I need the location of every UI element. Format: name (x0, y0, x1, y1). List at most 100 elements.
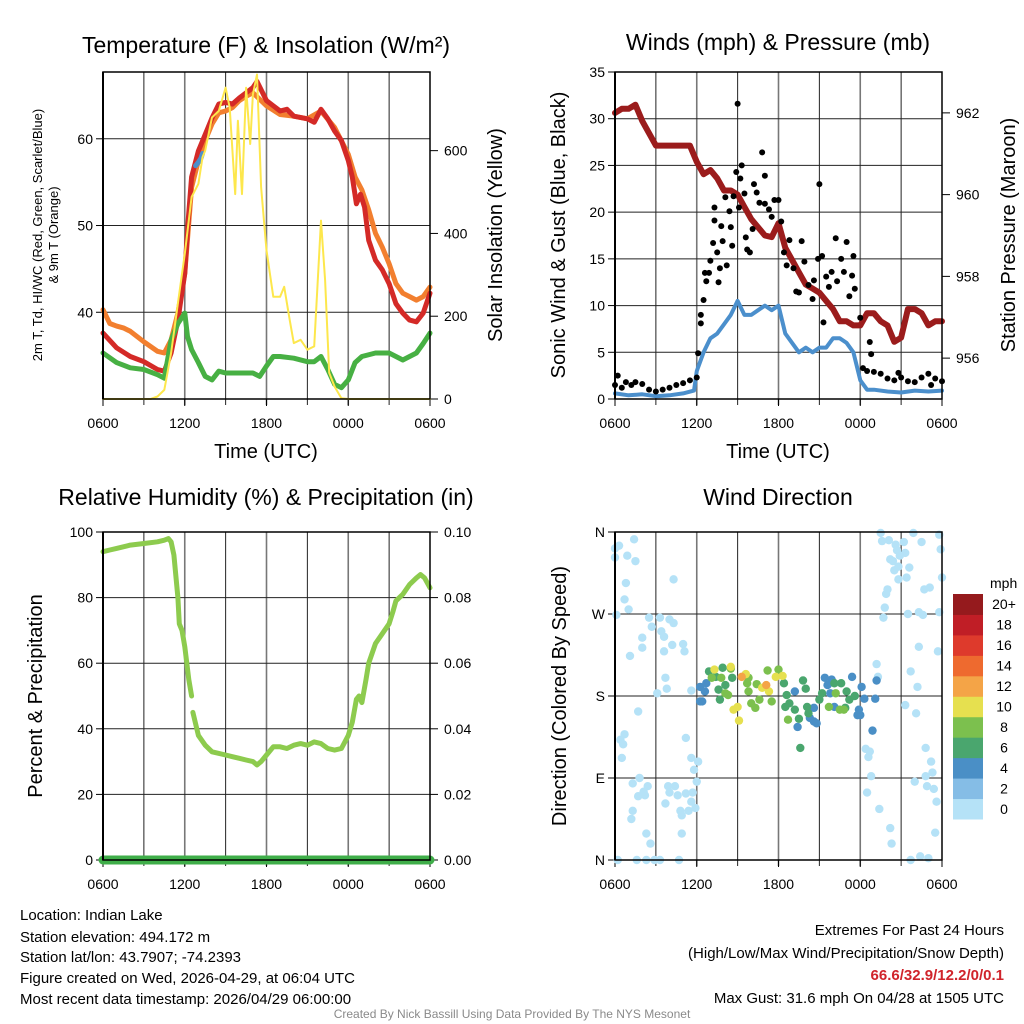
colorbar-bin (953, 614, 983, 636)
wind-direction-point (894, 575, 903, 584)
gust-point (686, 377, 693, 384)
y-right-tick-label: 0.08 (444, 590, 471, 606)
x-tick-label: 1800 (763, 876, 794, 892)
gust-point (703, 278, 710, 285)
wind-direction-point (692, 777, 701, 786)
humidity-panel: 0 20 40 60 80 100 0.00 0.02 0.04 0.06 0.08 0.10 0600… (70, 524, 472, 892)
gust-point (768, 213, 775, 220)
gust-point (790, 265, 797, 272)
winds-ylabel: Sonic Wind & Gust (Blue, Black) (548, 92, 570, 379)
y-right-tick-label: 958 (956, 268, 980, 284)
wind-direction-point (864, 752, 873, 762)
wind-direction-point (681, 789, 691, 798)
y-tick-label: 15 (589, 251, 605, 267)
wind-direction-point (684, 806, 693, 815)
gust-point (727, 224, 734, 231)
gust-point (884, 375, 891, 382)
colorbar-label: 6 (1000, 739, 1008, 755)
gust-point (622, 379, 629, 386)
y-right-tick-label: 962 (956, 105, 980, 121)
wind-direction-point (617, 753, 627, 763)
gust-point (706, 269, 713, 276)
gust-point (877, 370, 884, 377)
wind-direction-point (707, 673, 716, 682)
gust-point (857, 314, 864, 321)
y-right-tick-label: 200 (444, 308, 468, 324)
wind-direction-panel: N E S W N 0600 1200 1800 0000 0600 0 2 4 6 8 10 12 14 16 18… (592, 524, 1016, 892)
gust-point (868, 351, 875, 358)
wind-direction-point (642, 829, 651, 838)
solar-insolation-line (102, 73, 431, 400)
wind-direction-point (629, 535, 639, 544)
x-tick-label: 0600 (414, 876, 445, 892)
extremes-title: Extremes For Past 24 Hours (815, 922, 1004, 939)
gust-point (828, 268, 835, 275)
wind-direction-point (669, 618, 678, 628)
wind-direction-point (737, 672, 746, 682)
credit-line: Created By Nick Bassill Using Data Provi… (334, 1007, 691, 1021)
wind-direction-point (714, 685, 723, 694)
wind-direction-point (640, 791, 650, 800)
y-tick-label: 100 (70, 524, 94, 540)
y-right-tick-label: 0.02 (444, 786, 471, 802)
gust-point (693, 374, 700, 381)
gust-point (737, 175, 744, 182)
wind-direction-point (794, 714, 804, 723)
pressure-ylabel: Station Pressure (Maroon) (998, 118, 1020, 353)
wind-direction-point (655, 613, 665, 622)
gust-point (834, 278, 841, 285)
wind-direction-point (793, 722, 802, 732)
wind-direction-point (790, 705, 800, 714)
wind-direction-point (710, 665, 719, 674)
wind-direction-point (767, 697, 776, 706)
gust-point (652, 388, 659, 395)
wind-direction-point (744, 687, 753, 696)
gust-point (783, 262, 790, 269)
gust-point (697, 311, 704, 318)
wind-direction-point (771, 672, 780, 682)
wind-direction-point (922, 782, 932, 791)
wind-direction-point (647, 622, 656, 631)
y-tick-label: E (596, 770, 605, 786)
y-tick-label: 20 (589, 204, 605, 220)
wind-direction-point (612, 610, 621, 620)
wind-direction-point (880, 603, 889, 612)
winds-panel: 0 5 10 15 20 25 30 35 956 958 960 962 0600 1200 1800 00… (589, 64, 979, 431)
gust-point (786, 237, 793, 244)
wind-direction-point (932, 797, 941, 806)
colorbar-label: 4 (1000, 760, 1008, 776)
y-tick-label: 50 (77, 218, 93, 234)
chart-title-humidity: Relative Humidity (%) & Precipitation (i… (58, 484, 473, 510)
y-right-tick-label: 0.04 (444, 721, 471, 737)
wind-direction-point (901, 548, 910, 558)
colorbar-label: 0 (1000, 801, 1008, 817)
y-tick-label: 10 (589, 298, 605, 314)
wind-direction-point (659, 647, 669, 656)
wind-direction-point (802, 702, 812, 712)
gust-point (918, 374, 925, 381)
gust-point (673, 381, 680, 388)
wind-direction-point (866, 771, 876, 781)
gust-point (851, 285, 858, 292)
gust-point (870, 368, 877, 375)
wind-direction-point (902, 573, 911, 582)
wind-direction-point (755, 695, 764, 704)
gust-point (801, 258, 808, 265)
wind-direction-point (669, 575, 678, 584)
humidity-ylabel: Percent & Precipitation (25, 594, 47, 797)
temperature-ylabel-line2: & 9m T (Orange) (46, 186, 61, 283)
wind-direction-point (774, 665, 783, 674)
wind-direction-point (721, 680, 730, 690)
y-tick-label: 35 (589, 64, 605, 80)
wind-direction-point (782, 690, 791, 700)
gust-point (809, 296, 816, 303)
x-tick-label: 0000 (333, 876, 364, 892)
wind-direction-point (796, 743, 805, 753)
max-gust: Max Gust: 31.6 mph On 04/28 at 1505 UTC (714, 990, 1004, 1007)
wind-direction-point (824, 702, 834, 712)
wind-direction-point (804, 709, 813, 718)
gust-point (849, 272, 856, 279)
solar-ylabel: Solar Insolation (Yellow) (485, 128, 507, 342)
gust-point (864, 367, 871, 374)
gust-point (741, 190, 748, 197)
